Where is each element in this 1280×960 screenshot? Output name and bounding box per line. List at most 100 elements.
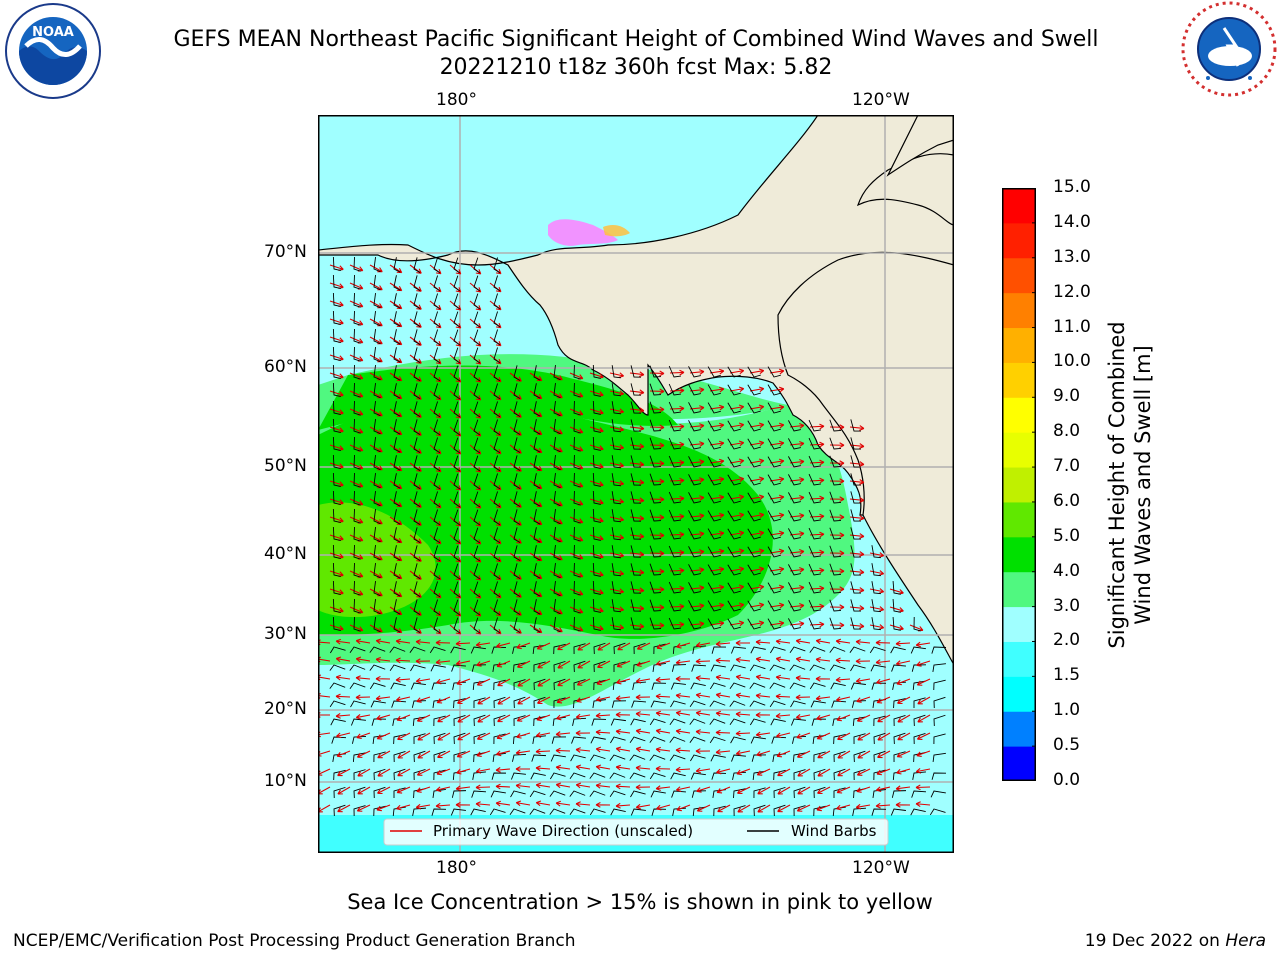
wind-barb [332, 472, 341, 487]
wind-barb [668, 509, 681, 522]
wave-direction-arrow [755, 639, 771, 646]
wind-barb [393, 750, 406, 763]
wave-direction-arrow [516, 732, 531, 739]
wave-direction-arrow [676, 804, 691, 812]
wind-barb [592, 400, 601, 415]
wind-barb [729, 718, 746, 726]
wave-direction-arrow [396, 714, 411, 722]
wind-barb [493, 293, 501, 310]
wind-barb [808, 509, 821, 522]
wind-barb [833, 733, 846, 745]
wind-barb [473, 257, 481, 274]
wave-direction-arrow [529, 498, 543, 508]
wind-barb [813, 768, 826, 781]
wave-direction-arrow [377, 786, 391, 795]
wind-barb [552, 716, 566, 727]
wind-barb [453, 473, 461, 490]
wave-direction-arrow [715, 710, 731, 717]
wave-direction-arrow [749, 512, 765, 519]
wind-barb [933, 714, 946, 727]
wave-direction-arrow [849, 533, 865, 539]
wave-direction-arrow [515, 800, 531, 807]
wind-barb [629, 772, 646, 779]
wave-direction-arrow [609, 588, 625, 594]
chart-title: GEFS MEAN Northeast Pacific Significant … [173, 27, 1099, 52]
wind-barb [650, 700, 666, 708]
wind-barb [491, 646, 507, 654]
wind-barb [413, 545, 421, 561]
wind-barb [513, 581, 521, 597]
wind-barb [513, 473, 521, 489]
wind-barb [433, 329, 441, 346]
wind-barb [871, 808, 887, 816]
wind-barb [533, 365, 541, 381]
nws-logo [1181, 1, 1277, 97]
wind-barb [411, 700, 427, 708]
wind-barb [727, 384, 741, 396]
wind-barb [611, 383, 622, 397]
wind-barb [808, 617, 821, 630]
wave-direction-arrow [635, 711, 651, 717]
wave-direction-arrow [769, 440, 785, 447]
wind-barb [773, 769, 786, 781]
wind-barb [649, 455, 662, 468]
wind-barb [453, 329, 461, 346]
wind-barb [749, 682, 766, 689]
wind-barb [630, 509, 642, 522]
wind-barb [493, 455, 501, 472]
wind-barb [573, 598, 581, 614]
wind-barb [373, 311, 381, 327]
wind-barb [707, 456, 721, 468]
wind-barb [829, 455, 842, 468]
wind-barb [553, 419, 561, 435]
wind-barb [393, 563, 401, 579]
wind-barb [609, 790, 626, 798]
wave-direction-arrow [789, 441, 805, 447]
wave-direction-arrow [475, 801, 491, 807]
wave-direction-arrow [837, 732, 851, 741]
wind-barb [553, 455, 561, 471]
wave-direction-arrow [635, 694, 651, 701]
wave-direction-arrow [795, 675, 811, 681]
wave-direction-arrow [789, 495, 805, 501]
wave-direction-arrow [749, 620, 765, 627]
wave-direction-arrow [695, 642, 711, 648]
wind-barb [433, 769, 446, 781]
wind-barb [573, 472, 581, 488]
wind-barb [871, 563, 882, 577]
wave-direction-arrow [869, 588, 885, 594]
wind-barb [611, 419, 622, 433]
wind-barb [512, 645, 527, 654]
wind-barb [871, 545, 882, 559]
wind-barb [649, 419, 662, 432]
wind-barb [553, 660, 566, 673]
wind-barb [393, 599, 401, 615]
wind-barb [747, 474, 761, 486]
wave-direction-arrow [915, 768, 931, 774]
wind-barb [809, 664, 826, 671]
wave-direction-arrow [537, 696, 551, 705]
wind-barb [609, 754, 626, 761]
wave-direction-arrow [769, 476, 785, 483]
wind-barb [453, 455, 461, 472]
wave-direction-arrow [749, 494, 765, 501]
wind-barb [689, 736, 706, 743]
lat-label-40n: 40°N [264, 544, 307, 564]
wind-barb [473, 473, 481, 490]
wind-barb [513, 563, 521, 579]
wind-barb [812, 734, 826, 744]
wave-direction-arrow [629, 443, 645, 450]
wave-direction-arrow [529, 372, 543, 382]
wind-barb [707, 510, 721, 522]
wind-barb [913, 697, 926, 709]
wind-barb [609, 772, 626, 779]
colorbar-tick-label: 4.0 [1053, 560, 1081, 581]
wind-barb [453, 698, 466, 709]
wind-barb [749, 718, 766, 726]
wind-barb [533, 509, 541, 525]
wind-barb [690, 754, 706, 762]
wind-barb [529, 790, 546, 798]
wave-direction-arrow [709, 494, 725, 501]
wind-barb [727, 402, 741, 414]
wind-barb [670, 772, 686, 780]
